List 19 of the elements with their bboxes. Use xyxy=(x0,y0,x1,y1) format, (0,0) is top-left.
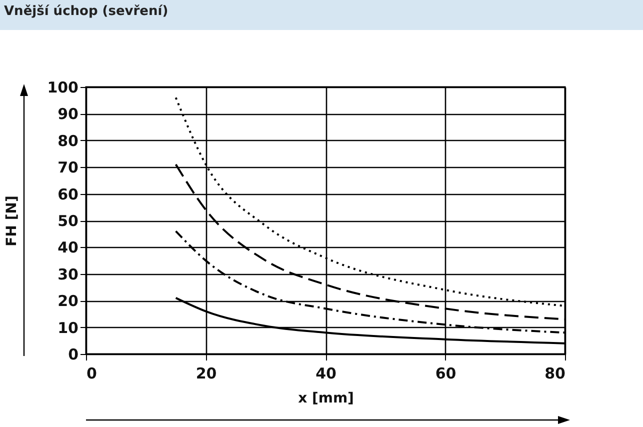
x-tick-label: 80 xyxy=(544,364,566,382)
x-axis-title: x [mm] xyxy=(298,390,354,406)
chart-title: Vnější úchop (sevření) xyxy=(4,4,168,19)
y-tick-label: 90 xyxy=(58,105,78,124)
y-tick-label: 0 xyxy=(68,346,78,364)
y-tick-label: 100 xyxy=(47,78,78,96)
y-tick-label: 80 xyxy=(58,132,78,150)
y-tick-label: 60 xyxy=(58,185,78,204)
y-tick-label: 10 xyxy=(58,318,78,337)
y-tick-label: 20 xyxy=(58,292,78,310)
y-tick-label: 50 xyxy=(58,212,78,230)
x-tick-label: 20 xyxy=(196,364,217,382)
y-tick-label: 40 xyxy=(58,238,78,257)
y-tick-label: 30 xyxy=(58,265,78,284)
x-tick-label: 40 xyxy=(316,364,336,382)
y-tick-label: 70 xyxy=(58,158,78,177)
x-tick-label: 60 xyxy=(435,364,456,382)
y-axis-title: FH [N] xyxy=(4,196,20,246)
x-tick-label: 0 xyxy=(86,364,97,382)
